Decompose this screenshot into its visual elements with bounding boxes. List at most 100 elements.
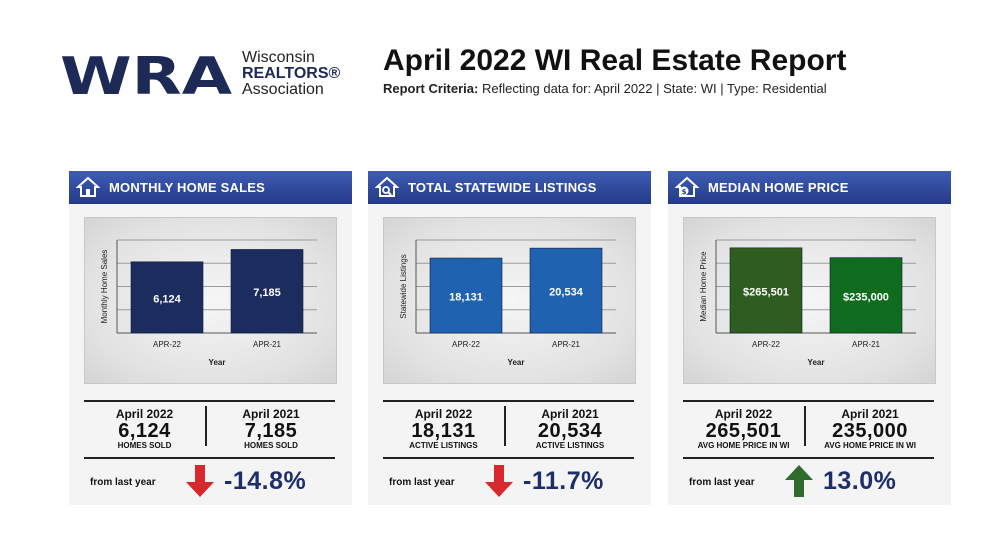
stats-row: April 2022 18,131 ACTIVE LISTINGS April …	[383, 400, 634, 459]
report-title: April 2022 WI Real Estate Report	[383, 44, 847, 77]
bar-value-label: 7,185	[253, 287, 281, 299]
arrow-shape	[186, 465, 214, 497]
change-row: from last year 13.0%	[683, 461, 934, 501]
card-title: TOTAL STATEWIDE LISTINGS	[408, 180, 597, 195]
stat-period: April 2021	[242, 407, 300, 421]
bar-value-label: $265,501	[743, 286, 789, 298]
bar	[130, 261, 204, 334]
bar-chart: 18,131 APR-22 20,534 APR-21 Year Statewide Li…	[399, 239, 616, 367]
divider	[84, 457, 335, 459]
divider	[683, 457, 934, 459]
x-axis-label: Year	[209, 358, 226, 367]
stat-period: April 2022	[414, 407, 473, 421]
stat-caption: ACTIVE LISTINGS	[535, 441, 605, 450]
criteria-text: Reflecting data for: April 2022 | State:…	[478, 81, 827, 96]
chart-panel: 18,131 APR-22 20,534 APR-21 Year Statewide Li…	[383, 217, 636, 384]
change-percent: -11.7%	[523, 467, 604, 495]
arrow-shape	[485, 465, 513, 497]
stat-period: April 2021	[541, 407, 599, 421]
x-tick-label: APR-21	[552, 340, 581, 349]
stat-current: April 2022 18,131 ACTIVE LISTINGS	[383, 408, 504, 451]
from-last-year-label: from last year	[90, 477, 156, 488]
stat-value: 18,131	[411, 420, 476, 442]
bar-value-label: 6,124	[153, 293, 181, 305]
bar	[429, 257, 503, 334]
house-search-icon	[375, 176, 399, 197]
stat-caption: AVG HOME PRICE IN WI	[824, 441, 916, 450]
chart-panel: $265,501 APR-22 $235,000 APR-21 Year Median H…	[683, 217, 936, 384]
divider	[205, 406, 207, 446]
y-axis-label: Statewide Listings	[399, 254, 408, 318]
stat-current: April 2022 6,124 HOMES SOLD	[84, 408, 205, 451]
svg-text:$: $	[682, 188, 687, 196]
divider	[683, 400, 934, 402]
card-header: MONTHLY HOME SALES	[69, 171, 352, 204]
card-header: TOTAL STATEWIDE LISTINGS	[368, 171, 651, 204]
stat-period: April 2022	[115, 407, 174, 421]
stat-prior: April 2021 7,185 HOMES SOLD	[207, 408, 335, 451]
stat-value: 265,501	[705, 420, 782, 442]
stat-caption: ACTIVE LISTINGS	[409, 441, 478, 450]
arrow-shape	[785, 465, 813, 497]
card-header: $ MEDIAN HOME PRICE	[668, 171, 951, 204]
stat-caption: AVG HOME PRICE IN WI	[697, 441, 790, 450]
down-arrow-icon	[485, 465, 513, 497]
house-dollar-icon: $	[675, 176, 699, 197]
card-monthly-home-sales: MONTHLY HOME SALES 6,124 APR-22 7,185 APR-2…	[69, 171, 352, 505]
x-tick-label: APR-22	[752, 340, 781, 349]
card-title: MONTHLY HOME SALES	[109, 180, 266, 195]
bar	[230, 249, 304, 334]
x-tick-label: APR-22	[452, 340, 481, 349]
stat-prior: April 2021 235,000 AVG HOME PRICE IN WI	[806, 408, 934, 451]
house-icon	[76, 176, 100, 197]
org-name: Wisconsin REALTORS® Association	[242, 50, 340, 98]
divider	[383, 400, 634, 402]
card-total-statewide-listings: TOTAL STATEWIDE LISTINGS 18,131 APR-22 20,…	[368, 171, 651, 505]
divider	[804, 406, 806, 446]
stat-prior: April 2021 20,534 ACTIVE LISTINGS	[506, 408, 634, 451]
stat-caption: HOMES SOLD	[244, 441, 298, 450]
stat-period: April 2022	[714, 407, 773, 421]
bar	[729, 247, 803, 334]
stat-value: 7,185	[244, 420, 298, 442]
criteria-label: Report Criteria:	[383, 81, 479, 96]
wra-logo-mark: WRA	[60, 50, 232, 98]
chart-panel: 6,124 APR-22 7,185 APR-21 Year Monthly Home S…	[84, 217, 337, 384]
bar	[829, 257, 903, 334]
stat-value: 235,000	[832, 420, 908, 442]
y-axis-label: Monthly Home Sales	[100, 250, 109, 324]
from-last-year-label: from last year	[689, 477, 755, 488]
org-line-2: REALTORS®	[242, 65, 341, 82]
change-row: from last year -11.7%	[383, 461, 634, 501]
stat-period: April 2021	[841, 407, 899, 421]
bar-chart: $265,501 APR-22 $235,000 APR-21 Year Median H…	[699, 239, 916, 367]
wra-logo: WRA Wisconsin REALTORS® Association	[60, 50, 350, 99]
stat-caption: HOMES SOLD	[117, 441, 172, 450]
card-title: MEDIAN HOME PRICE	[708, 180, 849, 195]
bar-value-label: 20,534	[549, 287, 584, 299]
bar-value-label: 18,131	[449, 292, 483, 304]
stats-row: April 2022 6,124 HOMES SOLD April 2021 7…	[84, 400, 335, 459]
divider	[504, 406, 506, 446]
y-axis-label: Median Home Price	[699, 251, 708, 322]
org-line-3: Association	[242, 81, 324, 98]
bar-chart: 6,124 APR-22 7,185 APR-21 Year Monthly Home S…	[100, 239, 317, 367]
down-arrow-icon	[186, 465, 214, 497]
bar-value-label: $235,000	[843, 291, 889, 303]
wra-logo-letters: WRA	[60, 50, 232, 98]
change-percent: -14.8%	[224, 467, 307, 495]
bar	[529, 247, 603, 334]
up-arrow-icon	[785, 465, 813, 497]
change-percent: 13.0%	[823, 467, 897, 495]
x-tick-label: APR-22	[153, 340, 182, 349]
org-line-1: Wisconsin	[242, 49, 315, 66]
card-median-home-price: $ MEDIAN HOME PRICE $265,501 APR-22 $235,0…	[668, 171, 951, 505]
x-axis-label: Year	[508, 358, 525, 367]
report-criteria: Report Criteria: Reflecting data for: Ap…	[383, 81, 827, 96]
stat-current: April 2022 265,501 AVG HOME PRICE IN WI	[683, 408, 804, 451]
x-tick-label: APR-21	[852, 340, 881, 349]
x-axis-label: Year	[808, 358, 825, 367]
divider	[383, 457, 634, 459]
divider	[84, 400, 335, 402]
change-row: from last year -14.8%	[84, 461, 335, 501]
